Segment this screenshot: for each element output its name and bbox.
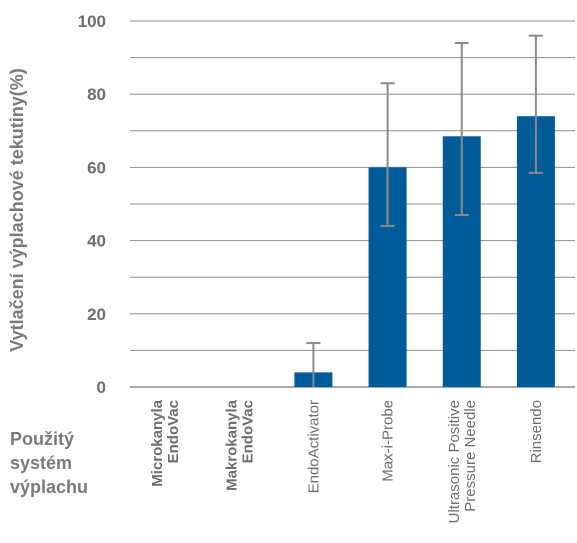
x-axis-title-line: systém <box>10 453 72 473</box>
category-label: EndoActivator <box>305 400 322 493</box>
error-bar-layer <box>306 34 543 387</box>
category-label: Ultrasonic Positive <box>446 400 463 523</box>
category-label: Makrokanyla <box>223 399 240 491</box>
category-label: EndoVac <box>239 400 256 463</box>
category-label: Rinsendo <box>528 400 545 463</box>
category-label: Microkanyla <box>149 399 166 486</box>
y-tick-label: 80 <box>87 85 106 104</box>
y-tick-label: 100 <box>78 12 106 31</box>
y-tick-label: 0 <box>97 378 106 397</box>
y-tick-label: 40 <box>87 232 106 251</box>
x-axis-side-title: Použitý systém výplachu <box>10 429 88 497</box>
category-label-layer: Microkanyla EndoVac Makrokanyla EndoVac Endo… <box>149 399 545 523</box>
bar-layer <box>294 116 555 387</box>
y-axis-title: Vytlačení výplachové tekutiny(%) <box>7 68 27 351</box>
category-label: EndoVac <box>165 400 182 463</box>
y-tick-layer: 0 20 40 60 80 100 <box>78 12 106 397</box>
grid-layer <box>130 20 575 388</box>
category-label: Pressure Needle <box>462 400 479 512</box>
x-axis-title-line: Použitý <box>10 429 74 449</box>
y-tick-label: 60 <box>87 158 106 177</box>
y-tick-label: 20 <box>87 305 106 324</box>
category-label: Max-i-Probe <box>380 400 397 482</box>
x-axis-title-line: výplachu <box>10 477 88 497</box>
